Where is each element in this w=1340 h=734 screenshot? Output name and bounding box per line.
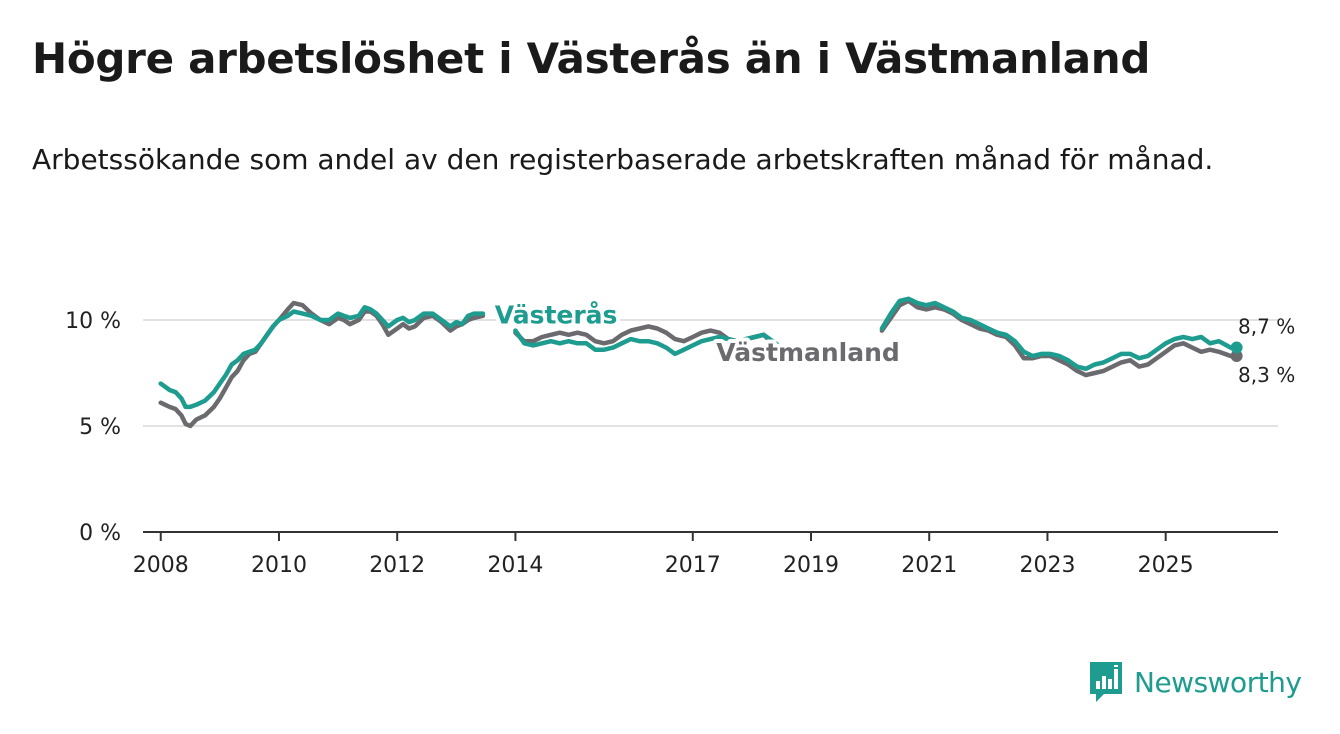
series-line-vastmanland bbox=[513, 324, 855, 361]
series-label-halo: Västerås bbox=[495, 301, 618, 330]
end-value-label: 8,3 % bbox=[1238, 363, 1295, 387]
series-label: Västerås bbox=[495, 301, 618, 330]
newsworthy-logo-icon bbox=[1090, 662, 1122, 702]
series-line-vastmanland bbox=[879, 298, 1239, 378]
y-tick-label: 5 % bbox=[79, 415, 121, 440]
x-tick-label: 2023 bbox=[1019, 553, 1075, 578]
chart-title: Högre arbetslöshet i Västerås än i Västm… bbox=[32, 34, 1151, 83]
end-value-label: 8,7 % bbox=[1238, 315, 1295, 339]
x-tick-label: 2017 bbox=[665, 553, 721, 578]
series-line-vasteras bbox=[513, 328, 855, 363]
y-tick-label: 0 % bbox=[79, 521, 121, 546]
y-tick-label: 10 % bbox=[65, 309, 121, 334]
series-label: Västmanland bbox=[716, 338, 900, 367]
x-axis-ticks: 2008 2010 2012 2014 2017 2019 2021 2023 2025 bbox=[133, 532, 1194, 578]
x-tick-label: 2012 bbox=[369, 553, 425, 578]
gridlines bbox=[143, 319, 1278, 533]
series-line-vasteras bbox=[158, 305, 486, 410]
brand-name: Newsworthy bbox=[1134, 665, 1302, 699]
x-tick-label: 2025 bbox=[1138, 553, 1194, 578]
x-tick-label: 2014 bbox=[487, 553, 543, 578]
chart-subtitle: Arbetssökande som andel av den registerb… bbox=[32, 143, 1214, 176]
series-lines bbox=[158, 296, 1243, 429]
y-axis-ticks: 0 % 5 % 10 % bbox=[65, 309, 121, 546]
series-end-point bbox=[1230, 341, 1243, 354]
newsworthy-brand: Newsworthy bbox=[1088, 660, 1302, 704]
series-end-point bbox=[1230, 350, 1243, 363]
x-tick-label: 2010 bbox=[251, 553, 307, 578]
x-tick-label: 2021 bbox=[901, 553, 957, 578]
x-tick-label: 2008 bbox=[133, 553, 189, 578]
x-tick-label: 2019 bbox=[783, 553, 839, 578]
series-line-vasteras bbox=[879, 296, 1239, 372]
series-label-halo: Västmanland bbox=[716, 338, 900, 367]
